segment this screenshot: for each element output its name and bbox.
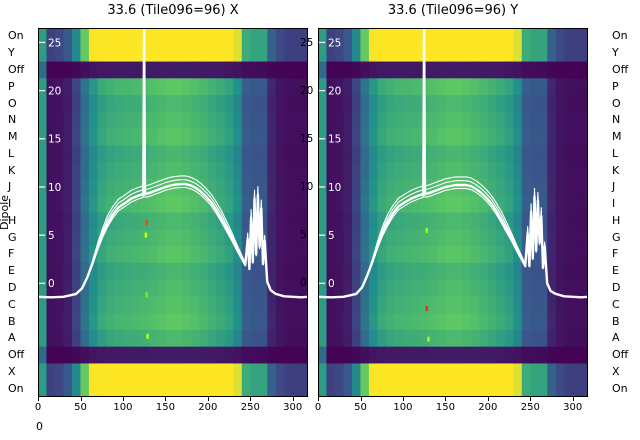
row-label-left: G: [8, 230, 17, 244]
x-tick-mark: [572, 397, 574, 401]
x-tick-label: 100: [393, 402, 413, 413]
x-tick-label: 200: [478, 402, 498, 413]
row-label-right: Off: [612, 62, 629, 76]
inner-y-tick-label: 15: [328, 134, 341, 146]
gap-tick-label: 20: [300, 84, 314, 97]
inner-y-tick-label: 20: [48, 85, 61, 97]
gap-tick-label: 15: [300, 132, 314, 145]
x-tick-label: 50: [354, 402, 367, 413]
row-label-left: N: [8, 113, 17, 127]
x-tick-mark: [207, 397, 209, 401]
row-label-left: F: [8, 247, 15, 261]
row-label-right: On: [612, 29, 628, 43]
row-label-right: C: [612, 297, 620, 311]
row-label-right: P: [612, 79, 619, 93]
row-label-left: Off: [8, 62, 25, 76]
panel-title-y: 33.6 (Tile096=96) Y: [387, 3, 519, 18]
x-tick-label: 150: [435, 402, 455, 413]
gap-tick-label: 10: [300, 181, 314, 193]
row-label-left: Y: [8, 46, 15, 60]
x-tick-label: 50: [74, 402, 87, 413]
gap-tick-label: 25: [300, 36, 314, 49]
x-tick-label: 0: [314, 402, 322, 413]
x-tick-mark: [530, 397, 532, 401]
inner-y-tick-label: 25: [328, 37, 341, 49]
row-label-right: L: [612, 146, 619, 160]
row-label-left: L: [8, 146, 15, 160]
inner-y-tick-label: 0: [48, 278, 55, 290]
row-label-left: E: [8, 264, 15, 278]
x-tick-label: 100: [113, 402, 133, 413]
x-tick-label: 0: [34, 402, 42, 413]
x-tick-mark: [402, 397, 404, 401]
x-tick-label: 150: [155, 402, 175, 413]
row-label-right: B: [612, 314, 620, 328]
heatmap-panel-y: 25 20 15 10 5 0: [318, 28, 588, 397]
row-label-right: M: [612, 130, 622, 143]
row-label-left: On: [8, 381, 24, 395]
row-label-right: O: [612, 96, 621, 110]
row-label-right: G: [612, 230, 621, 244]
row-label-right: Off: [612, 348, 629, 362]
x-tick-label: 250: [520, 402, 540, 413]
row-label-left: H: [8, 213, 17, 227]
row-label-left: P: [8, 79, 15, 93]
inner-y-tick-label: 0: [328, 278, 335, 290]
gap-tick-label: 0: [300, 277, 307, 290]
inner-y-tick-label: 10: [328, 182, 341, 194]
row-label-right: I: [612, 197, 616, 211]
row-label-right: H: [612, 213, 621, 227]
x-tick-label: 200: [198, 402, 218, 413]
x-tick-mark: [80, 397, 82, 401]
inner-y-tick-label: 5: [48, 230, 55, 242]
row-label-left: A: [8, 331, 16, 345]
row-label-left: D: [8, 281, 17, 294]
row-label-right: F: [612, 247, 619, 261]
inner-y-tick-label: 25: [48, 37, 61, 49]
x-tick-mark: [292, 397, 294, 401]
x-tick-mark: [360, 397, 362, 401]
row-label-left: O: [8, 96, 17, 110]
row-label-left: Off: [8, 348, 25, 362]
row-label-left: K: [8, 163, 16, 177]
row-label-left: X: [8, 364, 16, 378]
x-tick-mark: [487, 397, 489, 401]
x-tick-mark: [38, 397, 39, 401]
row-label-left: J: [8, 180, 12, 194]
inner-y-tick-label: 5: [328, 230, 335, 242]
row-label-right: K: [612, 163, 620, 177]
row-label-right: Y: [612, 46, 619, 60]
row-label-right: A: [612, 331, 620, 345]
gap-tick-label: 5: [300, 229, 307, 242]
heatmap-panel-x: 25 20 15 10 5 0: [38, 28, 308, 397]
x-tick-label: 300: [563, 402, 583, 413]
x-tick-mark: [122, 397, 124, 401]
inner-y-tick-label: 20: [328, 85, 341, 97]
row-label-right: X: [612, 364, 620, 378]
x-tick-mark: [165, 397, 167, 401]
x-tick-mark: [318, 397, 319, 401]
x-tick-mark: [250, 397, 252, 401]
row-label-right: On: [612, 381, 628, 395]
row-label-right: E: [612, 264, 619, 278]
row-label-right: N: [612, 113, 621, 127]
inner-y-tick-label: 15: [48, 134, 61, 146]
panel-title-x: 33.6 (Tile096=96) X: [107, 3, 239, 18]
row-label-left: C: [8, 297, 16, 311]
x-tick-label: 250: [240, 402, 260, 413]
x-tick-mark: [445, 397, 447, 401]
row-label-right: D: [612, 281, 621, 294]
row-label-left: M: [8, 130, 18, 143]
row-label-right: J: [612, 180, 616, 194]
row-label-left: I: [8, 197, 12, 211]
row-label-left: On: [8, 29, 24, 43]
x-tick-label: 300: [283, 402, 303, 413]
row-label-left: B: [8, 314, 16, 328]
inner-y-tick-label: 10: [48, 182, 61, 194]
bottom-left-tick: 0: [36, 420, 43, 433]
